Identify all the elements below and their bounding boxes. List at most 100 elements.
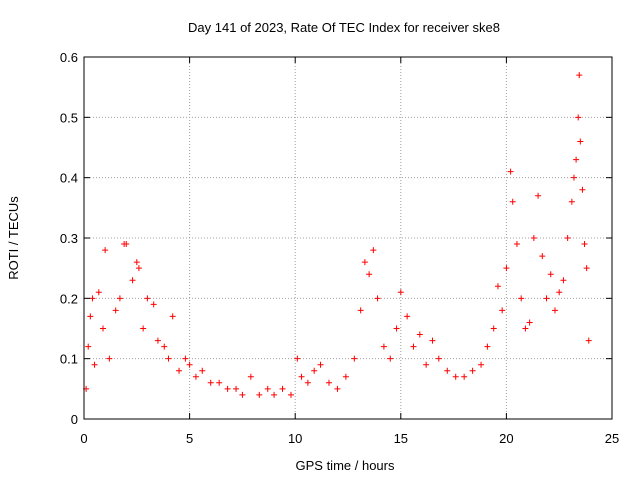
- data-point: [176, 367, 183, 374]
- data-point: [469, 367, 476, 374]
- data-point: [507, 168, 514, 175]
- data-point: [207, 379, 214, 386]
- data-points: [83, 72, 592, 398]
- data-point: [387, 355, 394, 362]
- data-point: [133, 259, 140, 266]
- data-point: [551, 307, 558, 314]
- data-point: [165, 355, 172, 362]
- data-point: [478, 361, 485, 368]
- data-point: [573, 156, 580, 163]
- data-point: [494, 283, 501, 290]
- data-point: [135, 265, 142, 272]
- data-point: [233, 385, 240, 392]
- data-point: [513, 241, 520, 248]
- y-tick-label: 0.4: [60, 171, 78, 186]
- data-point: [361, 259, 368, 266]
- data-point: [116, 295, 123, 302]
- data-point: [370, 247, 377, 254]
- data-point: [192, 373, 199, 380]
- data-point: [435, 355, 442, 362]
- data-point: [357, 307, 364, 314]
- data-point: [535, 192, 542, 199]
- y-tick-label: 0.6: [60, 50, 78, 65]
- data-point: [342, 373, 349, 380]
- data-point: [499, 307, 506, 314]
- data-point: [311, 367, 318, 374]
- data-point: [374, 295, 381, 302]
- data-point: [186, 361, 193, 368]
- y-tick-label: 0.2: [60, 291, 78, 306]
- data-point: [581, 241, 588, 248]
- x-tick-label: 0: [80, 431, 87, 446]
- data-point: [351, 355, 358, 362]
- data-point: [169, 313, 176, 320]
- data-point: [287, 391, 294, 398]
- data-point: [568, 198, 575, 205]
- data-point: [539, 253, 546, 260]
- data-point: [560, 277, 567, 284]
- data-point: [112, 307, 119, 314]
- y-tick-label: 0.3: [60, 231, 78, 246]
- data-point: [294, 355, 301, 362]
- data-point: [547, 271, 554, 278]
- data-point: [543, 295, 550, 302]
- data-point: [304, 379, 311, 386]
- data-point: [577, 138, 584, 145]
- data-point: [452, 373, 459, 380]
- data-point: [182, 355, 189, 362]
- y-tick-label: 0.5: [60, 110, 78, 125]
- data-point: [570, 174, 577, 181]
- data-point: [404, 313, 411, 320]
- data-point: [224, 385, 231, 392]
- data-point: [334, 385, 341, 392]
- data-point: [279, 385, 286, 392]
- x-tick-label: 15: [394, 431, 408, 446]
- data-point: [95, 289, 102, 296]
- y-tick-label: 0.1: [60, 352, 78, 367]
- y-axis-label: ROTI / TECUs: [6, 196, 21, 280]
- data-point: [144, 295, 151, 302]
- data-point: [271, 391, 278, 398]
- data-point: [484, 343, 491, 350]
- x-tick-label: 5: [186, 431, 193, 446]
- data-point: [461, 373, 468, 380]
- data-point: [239, 391, 246, 398]
- data-point: [509, 198, 516, 205]
- data-point: [325, 379, 332, 386]
- data-point: [503, 265, 510, 272]
- data-point: [199, 367, 206, 374]
- data-point: [564, 235, 571, 241]
- x-tick-label: 20: [499, 431, 513, 446]
- data-point: [100, 325, 107, 332]
- grid-layer: [84, 57, 612, 419]
- data-point: [530, 235, 537, 241]
- data-point: [129, 277, 136, 284]
- data-point: [216, 379, 223, 386]
- data-point: [366, 271, 373, 278]
- data-point: [150, 301, 157, 308]
- y-tick-label: 0: [71, 412, 78, 427]
- data-point: [575, 114, 582, 121]
- data-point: [416, 331, 423, 338]
- data-point: [393, 325, 400, 332]
- chart-title: Day 141 of 2023, Rate Of TEC Index for r…: [188, 20, 500, 35]
- data-point: [154, 337, 161, 344]
- data-point: [423, 361, 430, 368]
- data-point: [410, 343, 417, 350]
- x-tick-label: 10: [288, 431, 302, 446]
- data-point: [556, 289, 563, 296]
- data-point: [161, 343, 168, 350]
- data-point: [247, 373, 254, 380]
- data-point: [576, 72, 583, 79]
- data-point: [526, 319, 533, 326]
- data-point: [490, 325, 497, 332]
- data-point: [518, 295, 525, 302]
- data-point: [585, 337, 592, 344]
- data-point: [85, 343, 92, 350]
- data-point: [380, 343, 387, 350]
- data-point: [264, 385, 271, 392]
- x-axis-label: GPS time / hours: [296, 458, 395, 473]
- data-point: [583, 265, 590, 272]
- data-point: [256, 391, 263, 398]
